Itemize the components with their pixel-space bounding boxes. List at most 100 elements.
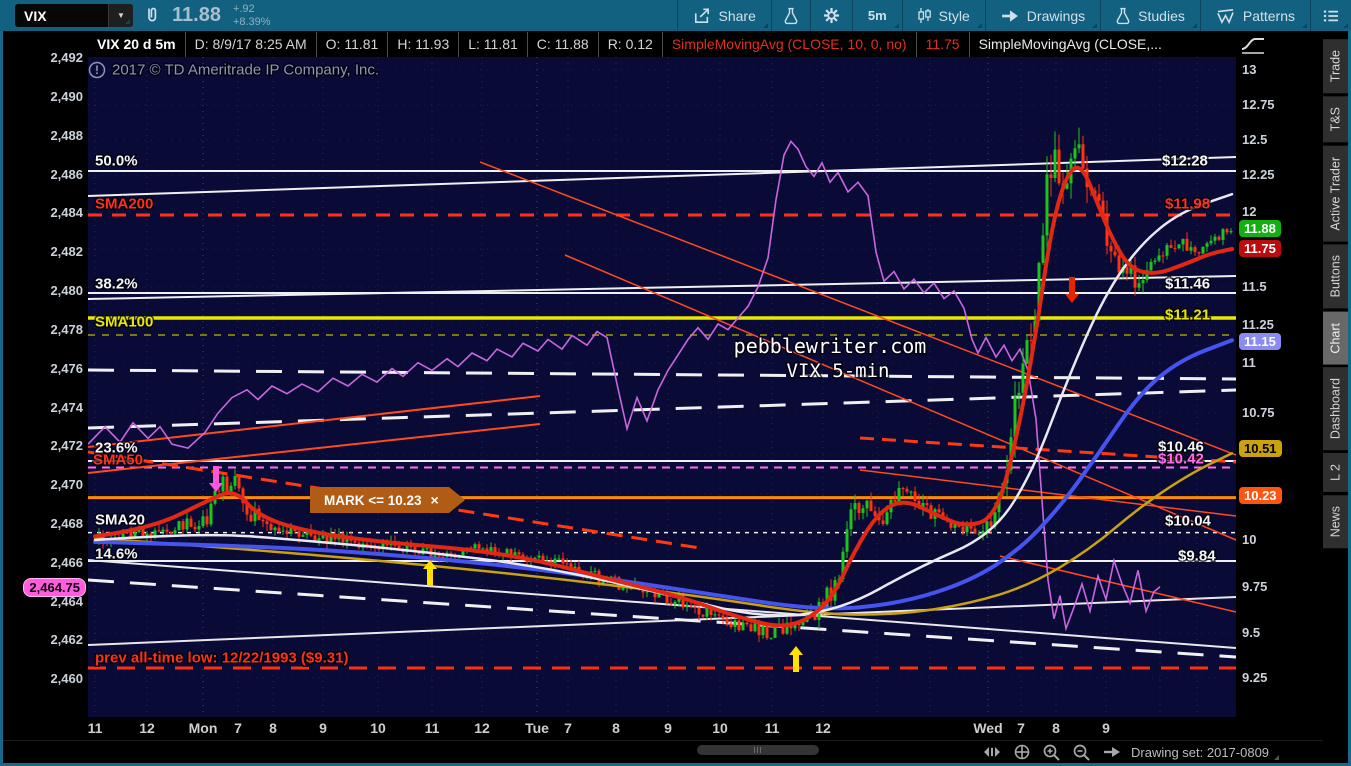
svg-text:!: ! [95,63,99,77]
flask-icon [1116,7,1130,24]
style-button[interactable]: Style [901,0,985,31]
plot-annotation: 50.0% [95,153,138,170]
plot-annotation: SMA50 [93,452,143,469]
plot-annotation: VIX 5-min [787,360,890,382]
time-axis-label: 7 [234,720,242,736]
left-axis-label: 2,472 [50,438,83,453]
curve-SMA10-red [93,165,1234,628]
style-label: Style [938,7,970,24]
right-axis-label: 12.5 [1242,132,1268,147]
jump-to-end-icon[interactable] [1103,746,1121,758]
chart-data-header: VIX 20 d 5m D: 8/9/17 8:25 AM O: 11.81 H… [88,32,1171,57]
tab-level2[interactable]: L 2 [1323,453,1348,493]
pan-tool-icon[interactable] [1014,744,1030,760]
right-axis-label: 9.75 [1242,579,1268,594]
patterns-label: Patterns [1242,7,1295,24]
drawing-arrows [209,277,1079,672]
share-button[interactable]: Share [676,0,771,31]
plot-annotation: $11.98 [1165,196,1210,213]
time-axis-label: 12 [474,720,490,736]
horizontal-scrollbar-thumb[interactable] [697,745,819,755]
mark-alert-callout[interactable]: MARK <= 10.23 × [310,487,465,513]
tab-dashboard[interactable]: Dashboard [1323,367,1348,451]
time-axis-label: 10 [370,720,386,736]
es-comparison-line [88,140,1161,632]
studies-button[interactable]: Studies [1100,0,1200,31]
trendlines [88,156,1236,659]
menu-button[interactable] [1310,0,1351,31]
drawings-label: Drawings [1026,7,1086,24]
list-icon [1323,9,1338,22]
plot-annotation: pebblewriter.com [734,334,927,358]
close-icon[interactable]: × [430,492,439,508]
time-axis-label: 7 [1017,720,1025,736]
bar-open: O: 11.81 [317,32,389,57]
down-arrow-marker [1065,277,1079,303]
curve-SMA-slow-yellow [93,452,1234,616]
right-axis-label: 12.25 [1242,167,1275,182]
curve-SMA-blue [93,338,1234,611]
pan-arrows-icon[interactable] [983,746,1001,758]
left-axis-label: 2,480 [50,283,83,298]
right-axis-label: 12 [1242,204,1257,219]
tab-active-trader[interactable]: Active Trader [1323,145,1348,242]
toolbar-buttons: Share 5m Style Drawings Studies [676,0,1351,31]
chart-canvas: ! 2017 © TD Ameritrade IP Company, Inc. 50… [88,57,1236,717]
link-icon[interactable] [145,6,159,25]
price-change: +.92 +8.39% [233,3,271,28]
time-axis-label: 9 [664,720,672,736]
flask-icon [784,7,798,24]
mark-alert-label: MARK <= 10.23 [324,492,422,508]
plot-annotation: $11.46 [1165,276,1210,293]
chart-style-icon[interactable] [1240,36,1266,56]
bar-low: L: 11.81 [459,32,528,57]
zoom-in-icon[interactable] [1043,744,1060,761]
time-axis: 11 12 Mon 7 8 9 10 11 12 Tue 7 8 9 10 11 12 Wed 7 8 9 [3,717,1323,740]
tab-trade[interactable]: Trade [1323,39,1348,94]
arrow-right-icon [1001,9,1018,22]
analysis-tools-button[interactable] [770,0,810,31]
price-badge-10.23: 10.23 [1239,487,1282,504]
left-axis-label: 2,470 [50,477,83,492]
tab-news[interactable]: News [1323,495,1348,549]
time-axis-label: 8 [269,720,277,736]
zoom-out-icon[interactable] [1073,744,1090,761]
time-axis-label: 11 [424,720,440,736]
tab-time-and-sales[interactable]: T&S [1323,96,1348,143]
study-sma10[interactable]: SimpleMovingAvg (CLOSE, 10, 0, no) [663,32,917,57]
price-badge-11.15: 11.15 [1239,333,1281,350]
tab-buttons[interactable]: Buttons [1323,244,1348,309]
study-sma2[interactable]: SimpleMovingAvg (CLOSE,... [978,36,1162,52]
plot-annotation: 38.2% [95,276,138,293]
plot-annotation: $10.04 [1165,513,1212,530]
plot-annotation: $9.84 [1178,548,1216,565]
plot-annotation: SMA100 [95,314,153,331]
ma-curves [93,165,1234,628]
grid [88,57,1236,717]
left-axis-label: 2,478 [50,322,83,337]
drawing-set-selector[interactable]: Drawing set: 2017-0809 [1131,745,1280,760]
left-axis-label: 2,490 [50,89,83,104]
interval-button[interactable]: 5m [851,0,902,31]
drawings-button[interactable]: Drawings [984,0,1100,31]
time-axis-label: Mon [188,720,218,736]
price-badge-11.75: 11.75 [1239,240,1281,257]
plot-annotation: 14.6% [95,546,138,563]
share-label: Share [718,7,756,24]
time-axis-label: 10 [712,720,728,736]
time-axis-label: 12 [815,720,831,736]
right-axis-label: 11.25 [1242,317,1274,332]
settings-button[interactable] [809,0,852,31]
patterns-button[interactable]: Patterns [1199,0,1310,31]
right-axis-label: 9.5 [1242,625,1261,640]
left-axis-label: 2,464 [50,594,83,609]
chevron-down-icon[interactable]: ▼ [108,4,133,27]
chart-plot-area[interactable]: ! 2017 © TD Ameritrade IP Company, Inc. 50… [88,57,1236,717]
symbol-value: VIX [24,7,47,24]
symbol-selector[interactable]: VIX ▼ [15,4,133,27]
right-axis-label: 12.75 [1242,97,1275,112]
time-axis-label: 7 [564,720,572,736]
tab-chart[interactable]: Chart [1323,311,1348,365]
right-price-axis: 13 12.75 12.5 12.25 12 11.5 11.25 11 10.75 10 9.75… [1236,57,1323,717]
